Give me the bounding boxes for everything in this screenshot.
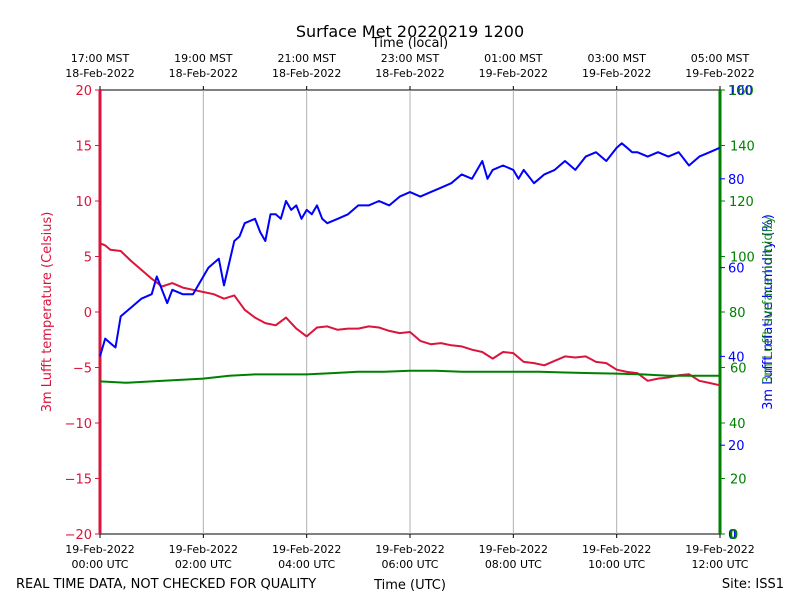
bottom-axis-ticks: 19-Feb-2022 00:00 UTC 19-Feb-2022 02:00 UTC… — [65, 534, 755, 571]
humidity-line — [99, 142, 721, 357]
x-tick-label: 19-Feb-2022 — [685, 543, 754, 556]
top-tick-label: 23:00 MST — [381, 52, 440, 65]
surface-humidity-line — [99, 369, 720, 384]
top-tick-label: 03:00 MST — [587, 52, 646, 65]
top-tick-label: 19:00 MST — [174, 52, 233, 65]
right-tick-label: 20 — [730, 473, 747, 488]
footer-right: Site: ISS1 — [722, 577, 784, 592]
top-tick-label: 17:00 MST — [71, 52, 130, 65]
top-tick-label: 19-Feb-2022 — [685, 67, 754, 80]
top-tick-label: 05:00 MST — [691, 52, 750, 65]
left-tick-label: 15 — [75, 140, 92, 155]
x-tick-label: 19-Feb-2022 — [479, 543, 548, 556]
right-tick-label: 0 — [729, 528, 737, 543]
left-tick-label: −5 — [73, 362, 92, 377]
left-tick-label: 10 — [75, 195, 92, 210]
left-tick-label: −20 — [65, 528, 92, 543]
top-tick-label: 21:00 MST — [277, 52, 336, 65]
left-tick-label: −10 — [65, 417, 92, 432]
left-axis-ticks: −20 −15 −10 −5 0 5 10 15 20 — [65, 84, 100, 543]
footer-left: REAL TIME DATA, NOT CHECKED FOR QUALITY — [16, 577, 316, 592]
right-tick-label: 120 — [729, 195, 754, 210]
x-tick-label: 19-Feb-2022 — [582, 543, 651, 556]
top-axis-ticks: 17:00 MST 18-Feb-2022 19:00 MST 18-Feb-2022… — [65, 52, 755, 90]
x-tick-label: 19-Feb-2022 — [375, 543, 444, 556]
x-tick-label: 02:00 UTC — [175, 558, 232, 571]
right-axis-ticks-surface: 0 40 80 120 160 — [720, 84, 754, 543]
right-tick-label: 0 — [730, 528, 738, 543]
right-tick-label: 60 — [730, 362, 747, 377]
left-tick-label: 5 — [84, 251, 92, 266]
x-tick-label: 19-Feb-2022 — [169, 543, 238, 556]
x-tick-label: 19-Feb-2022 — [65, 543, 134, 556]
top-tick-label: 19-Feb-2022 — [479, 67, 548, 80]
right-axis-label-humidity: 3m Lufft relative humidity (%) — [761, 214, 776, 410]
left-tick-label: 0 — [84, 306, 92, 321]
x-tick-label: 10:00 UTC — [588, 558, 645, 571]
right-tick-label: 140 — [730, 140, 755, 155]
top-tick-label: 18-Feb-2022 — [272, 67, 341, 80]
right-tick-label: 160 — [729, 84, 754, 99]
top-tick-label: 18-Feb-2022 — [375, 67, 444, 80]
series-group — [99, 142, 721, 387]
right-tick-label: 40 — [728, 350, 745, 365]
x-tick-label: 19-Feb-2022 — [272, 543, 341, 556]
x-tick-label: 06:00 UTC — [381, 558, 438, 571]
left-axis-label: 3m Lufft temperature (Celsius) — [40, 212, 55, 413]
right-tick-label: 60 — [728, 262, 745, 277]
right-tick-label: 80 — [729, 306, 746, 321]
right-tick-label: 0 — [728, 528, 736, 543]
chart-title: Surface Met 20220219 1200 — [296, 22, 524, 41]
right-axis-label-surface: 3m Lufft surface humidity — [761, 216, 776, 384]
top-tick-label: 18-Feb-2022 — [169, 67, 238, 80]
top-tick-label: 19-Feb-2022 — [582, 67, 651, 80]
right-tick-label: 80 — [728, 173, 745, 188]
x-tick-label: 08:00 UTC — [485, 558, 542, 571]
right-tick-label: 20 — [728, 439, 745, 454]
top-tick-label: 18-Feb-2022 — [65, 67, 134, 80]
x-axis-label: Time (UTC) — [373, 578, 446, 593]
grid-lines — [202, 90, 618, 534]
left-tick-label: −15 — [65, 473, 92, 488]
top-axis-label: Time (local) — [371, 36, 448, 51]
right-tick-label: 100 — [730, 251, 755, 266]
right-tick-label: 100 — [728, 84, 753, 99]
top-tick-label: 01:00 MST — [484, 52, 543, 65]
x-tick-label: 12:00 UTC — [691, 558, 748, 571]
left-tick-label: 20 — [75, 84, 92, 99]
x-tick-label: 04:00 UTC — [278, 558, 335, 571]
x-tick-label: 00:00 UTC — [71, 558, 128, 571]
right-tick-label: 40 — [729, 417, 746, 432]
